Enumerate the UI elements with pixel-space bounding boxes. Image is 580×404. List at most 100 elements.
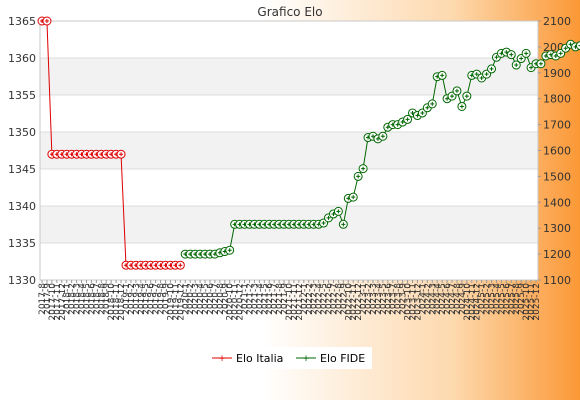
x-tick-label: 2019-2 bbox=[127, 283, 137, 315]
x-tick-label: 2019-7 bbox=[152, 283, 162, 315]
x-tick-label: 2018-9 bbox=[102, 283, 112, 315]
data-point-cross-elo-fide bbox=[558, 51, 563, 56]
right-tick-label: 1900 bbox=[543, 67, 571, 80]
x-tick-label: 2024-9 bbox=[458, 283, 468, 315]
data-point-cross-elo-fide bbox=[509, 52, 514, 57]
right-tick-label: 1400 bbox=[543, 196, 571, 209]
x-tick-label: 2023-10 bbox=[404, 283, 414, 321]
x-tick-label: 2024-12 bbox=[473, 283, 483, 321]
x-tick-label: 2024-4 bbox=[433, 283, 443, 315]
data-point-cross-elo-fide bbox=[529, 65, 534, 70]
x-tick-label: 2025-12 bbox=[532, 283, 542, 321]
x-tick-label: 2021-1 bbox=[241, 283, 251, 315]
x-tick-label: 2023-1 bbox=[359, 283, 369, 315]
right-tick-label: 1600 bbox=[543, 145, 571, 158]
x-tick-label: 2018-10 bbox=[107, 283, 117, 321]
x-tick-label: 2018-11 bbox=[112, 283, 122, 321]
legend-marker-elo-italia: + bbox=[218, 354, 226, 364]
chart-title: Grafico Elo bbox=[257, 5, 322, 19]
x-tick-label: 2020-10 bbox=[226, 283, 236, 321]
x-tick-label: 2018-3 bbox=[73, 283, 83, 315]
right-tick-label: 2100 bbox=[543, 15, 571, 28]
left-tick-label: 1365 bbox=[8, 15, 36, 28]
x-tick-label: 2021-5 bbox=[260, 283, 270, 315]
data-point-cross-elo-italia bbox=[178, 263, 183, 268]
x-tick-label: 2025-1 bbox=[478, 283, 488, 315]
x-tick-label: 2024-11 bbox=[468, 283, 478, 321]
data-point-cross-elo-fide bbox=[464, 94, 469, 99]
x-tick-label: 2019-1 bbox=[122, 283, 132, 315]
x-tick-label: 2023-12 bbox=[413, 283, 423, 321]
x-tick-label: 2020-8 bbox=[216, 283, 226, 315]
data-point-cross-elo-fide bbox=[454, 88, 459, 93]
x-tick-label: 2020-4 bbox=[196, 283, 206, 315]
data-point-cross-elo-italia bbox=[119, 152, 124, 157]
x-tick-label: 2024-6 bbox=[443, 283, 453, 315]
data-point-cross-elo-fide bbox=[430, 101, 435, 106]
data-point-cross-elo-fide bbox=[479, 75, 484, 80]
right-tick-label: 1700 bbox=[543, 119, 571, 132]
data-point-cross-elo-fide bbox=[524, 51, 529, 56]
data-point-cross-elo-fide bbox=[450, 94, 455, 99]
x-tick-label: 2024-7 bbox=[448, 283, 458, 315]
x-tick-label: 2020-7 bbox=[211, 283, 221, 315]
x-tick-label: 2021-9 bbox=[280, 283, 290, 315]
x-tick-label: 2020-6 bbox=[206, 283, 216, 315]
x-tick-label: 2019-8 bbox=[157, 283, 167, 315]
x-tick-label: 2025-2 bbox=[483, 283, 493, 315]
x-tick-label: 2021-6 bbox=[265, 283, 275, 315]
x-tick-label: 2020-1 bbox=[181, 283, 191, 315]
data-point-cross-elo-fide bbox=[321, 221, 326, 226]
x-tick-label: 2021-4 bbox=[255, 283, 265, 315]
legend-marker-elo-fide: + bbox=[302, 354, 310, 364]
x-tick-label: 2025-10 bbox=[522, 283, 532, 321]
x-tick-label: 2022-1 bbox=[300, 283, 310, 315]
x-tick-label: 2025-6 bbox=[502, 283, 512, 315]
x-tick-label: 2022-12 bbox=[354, 283, 364, 321]
data-point-cross-elo-fide bbox=[489, 66, 494, 71]
x-tick-label: 2019-6 bbox=[147, 283, 157, 315]
x-tick-label: 2022-10 bbox=[344, 283, 354, 321]
x-tick-label: 2017-10 bbox=[48, 283, 58, 321]
data-point-elo-fide bbox=[575, 41, 580, 51]
x-tick-label: 2019-4 bbox=[137, 283, 147, 315]
x-tick-label: 2020-3 bbox=[191, 283, 201, 315]
left-tick-label: 1355 bbox=[8, 89, 36, 102]
legend-label-elo-italia: Elo Italia bbox=[236, 352, 283, 365]
data-point-cross-elo-fide bbox=[405, 117, 410, 122]
x-tick-label: 2025-7 bbox=[507, 283, 517, 315]
x-tick-label: 2024-3 bbox=[428, 283, 438, 315]
x-tick-label: 2020-5 bbox=[201, 283, 211, 315]
x-tick-label: 2022-8 bbox=[334, 283, 344, 315]
x-tick-label: 2025-9 bbox=[517, 283, 527, 315]
data-point-cross-elo-fide bbox=[440, 73, 445, 78]
x-tick-label: 2019-11 bbox=[171, 283, 181, 321]
x-tick-label: 2023-5 bbox=[379, 283, 389, 315]
x-tick-label: 2017-12 bbox=[58, 283, 68, 321]
data-point-cross-elo-fide bbox=[519, 56, 524, 61]
left-tick-label: 1350 bbox=[8, 126, 36, 139]
x-tick-label: 2023-8 bbox=[394, 283, 404, 315]
x-tick-label: 2021-12 bbox=[295, 283, 305, 321]
x-tick-label: 2025-11 bbox=[527, 283, 537, 321]
x-tick-label: 2019-12 bbox=[176, 283, 186, 321]
grid-bands bbox=[40, 58, 538, 243]
x-tick-label: 2025-3 bbox=[488, 283, 498, 315]
right-tick-label: 1500 bbox=[543, 170, 571, 183]
data-point-cross-elo-fide bbox=[420, 110, 425, 115]
x-tick-label: 2020-11 bbox=[231, 283, 241, 321]
x-tick-label: 2017-9 bbox=[43, 283, 53, 315]
x-tick-label: 2023-4 bbox=[374, 283, 384, 315]
right-tick-label: 1200 bbox=[543, 248, 571, 261]
x-tick-label: 2020-2 bbox=[186, 283, 196, 315]
left-axis-ticks: 1330 1335 1340 1345 1350 1355 1360 1365 bbox=[8, 15, 36, 287]
x-tick-label: 2025-5 bbox=[497, 283, 507, 315]
left-tick-label: 1345 bbox=[8, 163, 36, 176]
x-tick-label: 2024-5 bbox=[438, 283, 448, 315]
x-tick-label: 2021-7 bbox=[270, 283, 280, 315]
x-tick-label: 2022-5 bbox=[320, 283, 330, 315]
x-tick-label: 2019-3 bbox=[132, 283, 142, 315]
x-tick-label: 2019-9 bbox=[162, 283, 172, 315]
x-tick-label: 2024-8 bbox=[453, 283, 463, 315]
